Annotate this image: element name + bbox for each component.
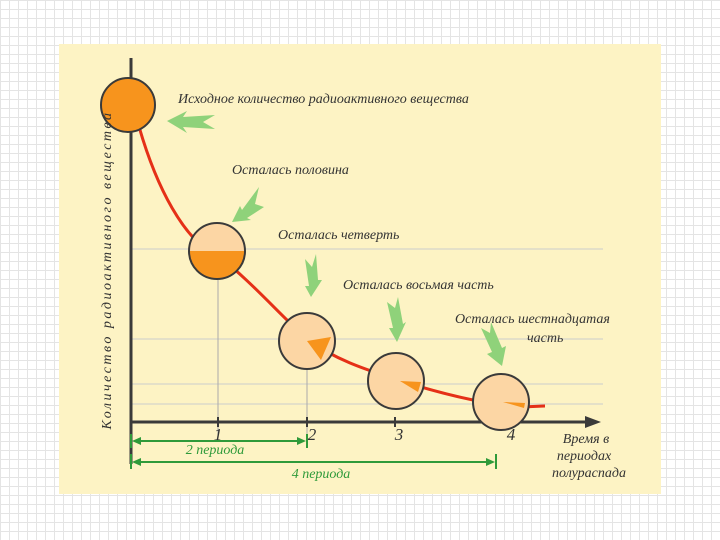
bracket-4-label: 4 периода (292, 467, 351, 482)
diagram-panel: Количество радиоактивного вещества Исход… (59, 44, 661, 494)
annotation-eighth: Осталась восьмая часть (343, 278, 494, 293)
tick-label-1: 1 (214, 425, 223, 444)
half-life-diagram: Количество радиоактивного вещества Исход… (100, 58, 626, 482)
x-axis-label-line2: периодах (557, 449, 612, 464)
bracket-2-label: 2 периода (186, 443, 245, 458)
annotation-half: Осталась половина (232, 163, 349, 178)
tick-label-2: 2 (308, 425, 317, 444)
sample-sixteenth (472, 373, 530, 431)
x-axis-arrowhead (585, 416, 601, 428)
annotation-sixteenth-line2: часть (527, 331, 563, 346)
annotation-quarter: Осталась четверть (278, 228, 399, 243)
tick-label-3: 3 (394, 425, 404, 444)
arrow-down-icon (305, 254, 322, 297)
sample-half (188, 222, 246, 280)
tick-label-4: 4 (507, 425, 516, 444)
arrow-down-icon (387, 297, 406, 342)
arrow-down-icon (481, 322, 506, 366)
bracket-2-periods (130, 434, 308, 448)
x-axis-label-line1: Время в (563, 432, 609, 447)
annotation-initial: Исходное количество радиоактивного вещес… (177, 92, 469, 107)
bracket-4-periods (130, 454, 497, 469)
sample-quarter (278, 312, 336, 370)
sample-full (100, 77, 156, 133)
arrow-down-icon (232, 187, 264, 222)
y-axis-label: Количество радиоактивного вещества (100, 110, 115, 430)
arrow-left-icon (167, 111, 215, 133)
annotation-sixteenth-line1: Осталась шестнадцатая (455, 312, 610, 327)
x-axis-label-line3: полураспада (552, 466, 626, 481)
sample-eighth (367, 352, 425, 410)
